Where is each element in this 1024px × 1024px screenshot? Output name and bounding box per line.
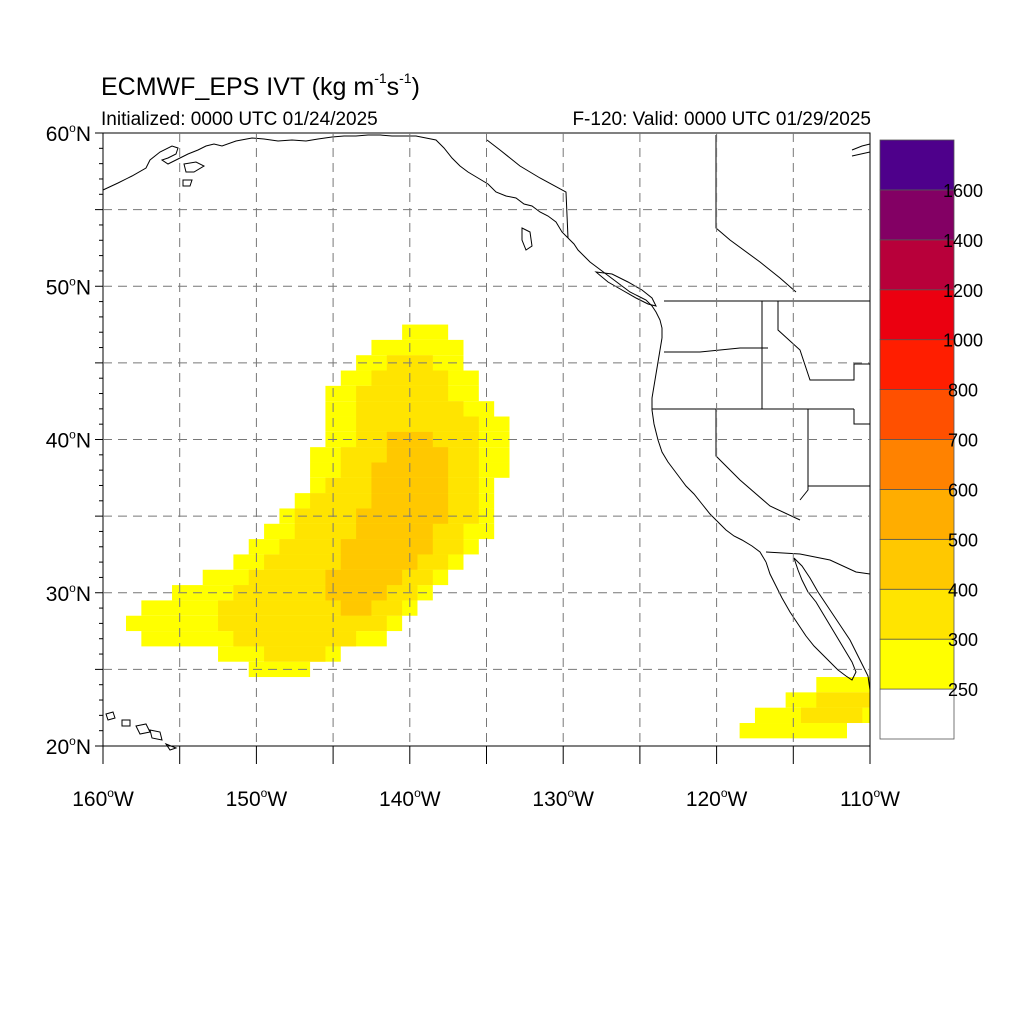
ivt-cell — [325, 569, 403, 586]
colorbar-swatch — [879, 439, 955, 490]
colorbar-swatch — [879, 588, 955, 640]
lon-label: 130oW — [532, 786, 594, 811]
colorbar — [879, 139, 955, 740]
alaska-islands-a — [183, 161, 206, 173]
ivt-cell — [371, 339, 464, 356]
ivt-cell — [218, 600, 403, 616]
latitude-labels: 60oN 50oN 40oN 30oN 20oN — [46, 121, 91, 759]
ivt-cell — [325, 585, 387, 601]
mexico-mainland-coast — [793, 557, 871, 691]
ivt-cell — [356, 385, 449, 402]
longitude-labels: 160oW 150oW 140oW 130oW 120oW 110oW — [72, 786, 900, 811]
colorbar-swatch — [879, 688, 955, 740]
nevada-border — [715, 409, 801, 521]
plot-title-main: ECMWF_EPS IVT (kg m — [101, 73, 375, 101]
ivt-cell — [264, 646, 326, 662]
colorbar-swatch — [879, 538, 955, 590]
colorbar-swatch — [879, 638, 955, 690]
colorbar-labels: 250 300 400 500 600 700 800 1000 1200 1400 1600 — [943, 181, 983, 700]
lat-label: 60oN — [46, 121, 91, 146]
ivt-cell — [340, 539, 433, 555]
ivt-cell — [816, 677, 870, 693]
colorbar-label: 600 — [948, 480, 978, 500]
plot-title-end: ) — [411, 73, 420, 101]
axis-ticks — [95, 132, 871, 764]
lat-label: 40oN — [46, 428, 91, 453]
wa-or-border — [664, 347, 768, 353]
haida-gwaii — [521, 227, 533, 251]
ivt-cell — [340, 600, 372, 616]
lat-label: 50oN — [46, 274, 91, 299]
colorbar-swatch — [879, 289, 955, 341]
lat-label: 30oN — [46, 581, 91, 606]
utah-border — [799, 409, 870, 501]
colorbar-label: 1000 — [943, 331, 983, 351]
plot-title-sup1: -1 — [374, 70, 387, 86]
alaska-coast — [102, 134, 569, 239]
ivt-cell — [402, 324, 449, 340]
ivt-cell — [739, 723, 847, 739]
colorbar-label: 1200 — [943, 281, 983, 301]
ivt-level-250 — [126, 324, 870, 739]
hawaii-islands — [105, 711, 178, 751]
lon-label: 160oW — [72, 786, 134, 811]
colorbar-label: 700 — [948, 431, 978, 451]
colorbar-swatch — [879, 489, 955, 540]
us-west-coast — [651, 337, 767, 563]
colorbar-swatch — [879, 189, 955, 241]
valid-time: F-120: Valid: 0000 UTC 01/29/2025 — [572, 109, 871, 130]
lon-label: 140oW — [379, 786, 441, 811]
baja-california — [765, 557, 857, 681]
initialized-time: Initialized: 0000 UTC 01/24/2025 — [101, 109, 378, 130]
ivt-cell — [356, 416, 479, 432]
colorbar-label: 500 — [948, 530, 978, 550]
vancouver-island — [594, 271, 657, 307]
colorbar-label: 300 — [948, 630, 978, 650]
colorbar-label: 250 — [948, 680, 978, 700]
ivt-cell — [356, 508, 449, 524]
bc-coast — [567, 237, 663, 338]
alaska-islands-b — [182, 179, 193, 187]
colorbar-swatch — [879, 339, 955, 390]
ivt-cell — [233, 631, 357, 647]
us-mexico-border — [765, 551, 871, 575]
plot-title: ECMWF_EPS IVT (kg m-1s-1) — [101, 70, 420, 102]
graticule — [103, 133, 870, 746]
ivt-cell — [800, 707, 863, 724]
colorbar-label: 800 — [948, 381, 978, 401]
ivt-cell — [386, 447, 449, 463]
colorbar-label: 1400 — [943, 231, 983, 251]
north-shore-corner — [851, 143, 871, 157]
lon-label: 110oW — [840, 786, 900, 811]
colorbar-swatch — [879, 239, 955, 291]
plot-title-mid: s — [386, 73, 400, 101]
idaho-border — [761, 301, 870, 409]
ivt-cell — [218, 615, 387, 632]
plot-title-sup2: -1 — [399, 70, 412, 86]
lon-label: 150oW — [226, 786, 288, 811]
colorbar-swatch — [879, 139, 955, 191]
colorbar-label: 400 — [948, 580, 978, 600]
ivt-cell — [356, 523, 433, 540]
ivt-level-300 — [218, 355, 870, 724]
ivt-cell — [340, 554, 418, 570]
lat-label: 20oN — [46, 734, 91, 759]
ivt-cell — [248, 661, 311, 678]
idaho-montana-line — [715, 135, 797, 293]
colorbar-swatch — [879, 389, 955, 440]
political-boundaries — [486, 135, 871, 575]
alaska-canada-border — [486, 139, 569, 239]
coastlines — [102, 134, 871, 751]
colorbar-label: 1600 — [943, 181, 983, 201]
lon-label: 120oW — [686, 786, 748, 811]
ivt-shading — [126, 324, 870, 739]
ivt-cell — [816, 692, 870, 708]
